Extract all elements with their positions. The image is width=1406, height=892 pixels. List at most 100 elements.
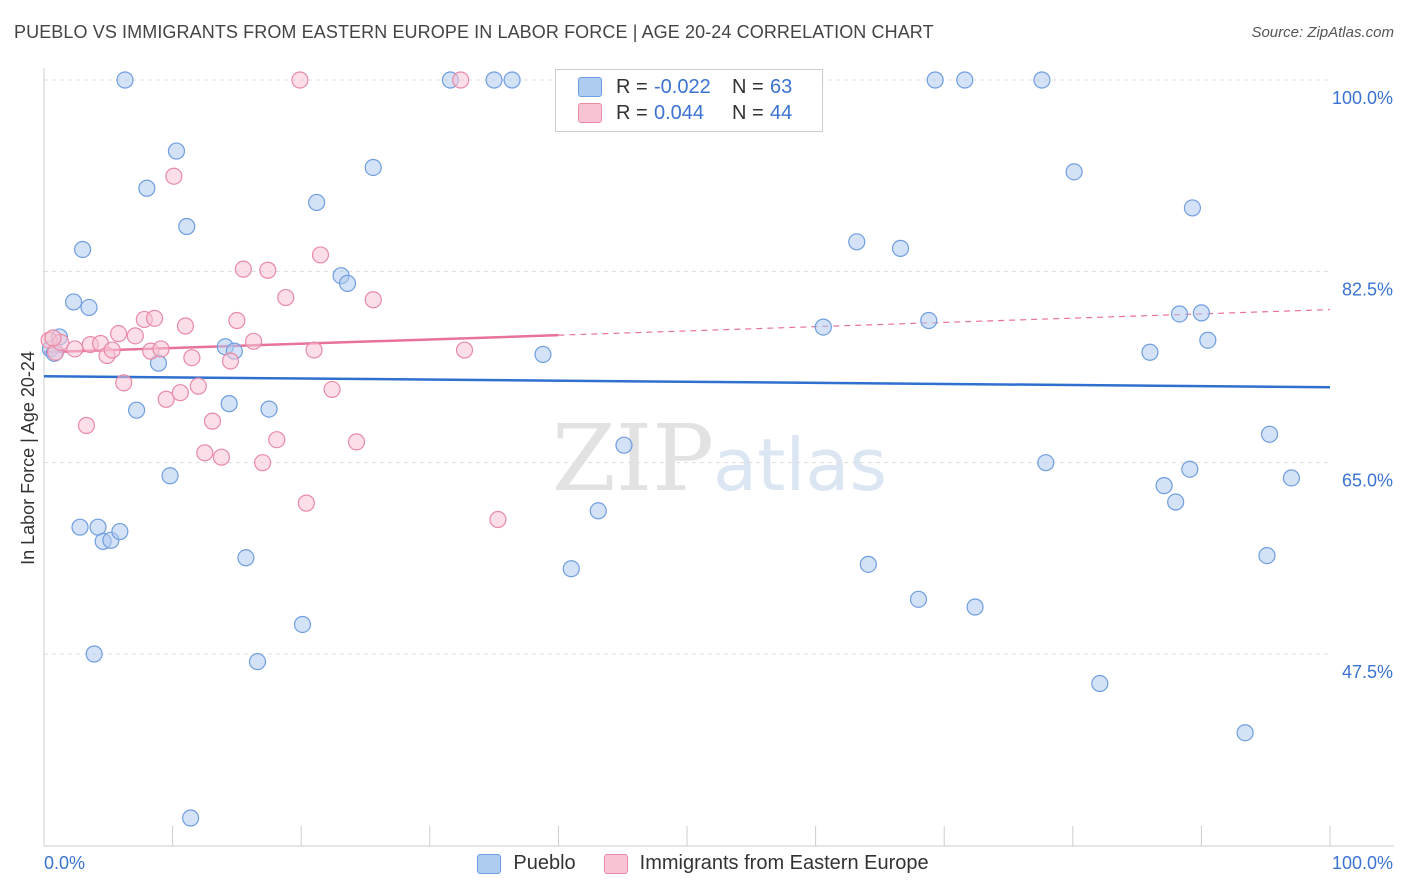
legend-item-eastern-europe[interactable]: Immigrants from Eastern Europe bbox=[603, 852, 929, 875]
n-label: N = bbox=[732, 75, 764, 98]
pueblo-point bbox=[589, 502, 607, 520]
y-tick-label: 65.0% bbox=[1342, 471, 1393, 491]
pueblo-point bbox=[562, 560, 580, 578]
pueblo-point bbox=[920, 311, 938, 330]
eastern-europe-point bbox=[212, 448, 231, 466]
pueblo-point bbox=[1037, 454, 1055, 472]
pueblo-swatch bbox=[578, 77, 602, 97]
legend-item-pueblo[interactable]: Pueblo bbox=[477, 852, 576, 875]
pueblo-point bbox=[161, 467, 179, 485]
eastern-europe-point bbox=[77, 416, 96, 435]
eastern-europe-point bbox=[109, 325, 128, 343]
legend-label: Immigrants from Eastern Europe bbox=[639, 852, 929, 874]
pueblo-point bbox=[1199, 331, 1217, 349]
pueblo-point bbox=[64, 293, 83, 311]
x-tick-labels: 0.0% 100.0% bbox=[44, 853, 1393, 873]
pueblo-point bbox=[111, 522, 129, 541]
source-credit: Source: ZipAtlas.com bbox=[1251, 24, 1394, 41]
n-value: 63 bbox=[770, 75, 793, 98]
pueblo-point bbox=[260, 400, 278, 418]
y-tick-labels: 47.5% 65.0% 82.5% 100.0% bbox=[1332, 88, 1393, 682]
eastern-europe-trend-projection bbox=[558, 309, 1331, 336]
pueblo-point bbox=[220, 395, 238, 413]
pueblo-point bbox=[167, 142, 186, 160]
watermark: ZIP atlas bbox=[552, 405, 887, 512]
eastern-europe-point bbox=[311, 246, 330, 264]
eastern-europe-point bbox=[291, 71, 309, 89]
r-label: R = bbox=[616, 75, 648, 98]
watermark-zip: ZIP bbox=[552, 405, 714, 512]
eastern-europe-point bbox=[115, 374, 133, 392]
pueblo-point bbox=[814, 318, 832, 336]
pueblo-point bbox=[308, 193, 326, 212]
r-value: -0.022 bbox=[654, 75, 711, 98]
pueblo-point bbox=[71, 518, 89, 536]
y-tick-label: 82.5% bbox=[1342, 279, 1393, 299]
eastern-europe-point bbox=[297, 494, 315, 512]
pueblo-point bbox=[182, 809, 200, 827]
x-tick-label: 0.0% bbox=[44, 853, 85, 873]
eastern-europe-point bbox=[183, 349, 201, 367]
eastern-europe-point bbox=[203, 412, 222, 430]
pueblo-point bbox=[116, 71, 134, 89]
eastern-europe-trend-line bbox=[43, 333, 559, 354]
r-label: R = bbox=[616, 101, 648, 124]
pueblo-point bbox=[178, 217, 196, 236]
pueblo-point bbox=[138, 179, 156, 197]
pueblo-point bbox=[248, 653, 267, 671]
pueblo-point bbox=[338, 274, 357, 292]
eastern-europe-point bbox=[126, 327, 144, 345]
pueblo-point bbox=[503, 71, 521, 89]
x-tick-label: 100.0% bbox=[1332, 853, 1393, 873]
eastern-europe-point bbox=[44, 329, 62, 347]
stats-legend: R = -0.022 N = 63 R = 0.044 N = 44 bbox=[555, 69, 823, 132]
pueblo-point bbox=[956, 71, 974, 89]
pueblo-point bbox=[848, 233, 866, 251]
pueblo-point bbox=[1282, 469, 1301, 487]
eastern-europe-point bbox=[364, 291, 382, 309]
pueblo-point bbox=[891, 239, 910, 257]
eastern-europe-point bbox=[489, 510, 507, 529]
eastern-europe-point bbox=[452, 71, 470, 89]
eastern-europe-point bbox=[171, 384, 189, 402]
legend-row-pueblo: R = -0.022 N = 63 bbox=[578, 75, 792, 99]
pueblo-point bbox=[293, 615, 312, 634]
eastern-europe-point bbox=[176, 317, 195, 335]
chart-title: PUEBLO VS IMMIGRANTS FROM EASTERN EUROPE… bbox=[14, 22, 934, 42]
eastern-europe-point bbox=[259, 261, 277, 279]
pueblo-point bbox=[1065, 163, 1083, 181]
eastern-europe-point bbox=[157, 390, 175, 408]
pueblo-point bbox=[909, 590, 928, 608]
n-label: N = bbox=[732, 101, 764, 124]
pueblo-point bbox=[85, 645, 103, 663]
legend-row-eastern-europe: R = 0.044 N = 44 bbox=[578, 101, 792, 125]
eastern-europe-point bbox=[254, 454, 272, 472]
pueblo-point bbox=[237, 549, 255, 567]
pueblo-point bbox=[127, 401, 146, 419]
pueblo-point bbox=[73, 240, 92, 259]
eastern-europe-point bbox=[323, 380, 341, 399]
eastern-europe-swatch bbox=[603, 853, 628, 874]
eastern-europe-point bbox=[103, 341, 121, 359]
eastern-europe-point bbox=[165, 167, 183, 185]
pueblo-point bbox=[1141, 343, 1159, 361]
pueblo-point bbox=[485, 71, 503, 89]
pueblo-point bbox=[89, 518, 107, 536]
series-legend: Pueblo Immigrants from Eastern Europe bbox=[0, 852, 1406, 875]
eastern-europe-points bbox=[40, 71, 507, 529]
eastern-europe-point bbox=[245, 332, 263, 350]
eastern-europe-point bbox=[66, 340, 84, 358]
eastern-europe-point bbox=[347, 433, 366, 451]
watermark-atlas: atlas bbox=[713, 423, 887, 507]
pueblo-trend-line bbox=[43, 375, 1331, 389]
pueblo-point bbox=[615, 436, 633, 454]
pueblo-point bbox=[80, 298, 98, 317]
eastern-europe-point bbox=[196, 444, 214, 462]
pueblo-point bbox=[534, 345, 552, 364]
eastern-europe-point bbox=[145, 309, 164, 327]
pueblo-swatch bbox=[477, 853, 502, 874]
r-value: 0.044 bbox=[654, 101, 705, 124]
pueblo-point bbox=[859, 555, 877, 573]
gridlines bbox=[44, 79, 1330, 655]
